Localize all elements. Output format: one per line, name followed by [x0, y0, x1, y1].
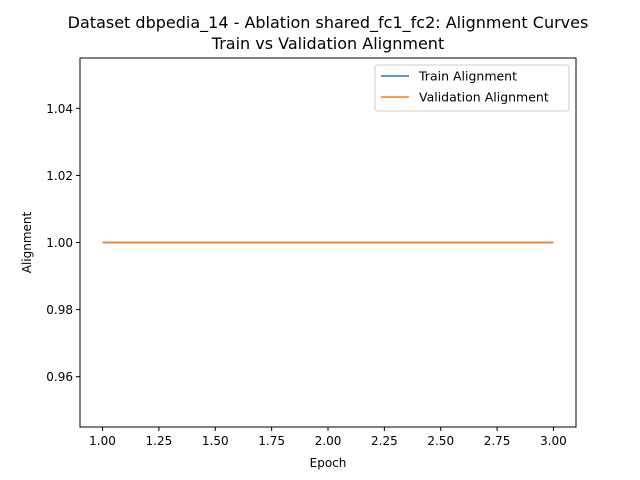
y-tick-label: 0.98	[46, 303, 73, 317]
y-tick-label: 1.00	[46, 236, 73, 250]
y-tick-label: 0.96	[46, 370, 73, 384]
x-tick-label: 3.00	[540, 434, 567, 448]
y-tick-label: 1.02	[46, 169, 73, 183]
x-tick-label: 1.50	[202, 434, 229, 448]
x-tick-label: 1.00	[89, 434, 116, 448]
legend-label-validation: Validation Alignment	[419, 90, 549, 105]
chart-subtitle: Train vs Validation Alignment	[211, 34, 444, 53]
x-tick-label: 1.25	[146, 434, 173, 448]
x-tick-label: 2.25	[371, 434, 398, 448]
x-tick-label: 2.50	[427, 434, 454, 448]
plot-frame	[79, 57, 577, 428]
x-tick-label: 1.75	[258, 434, 285, 448]
chart-title: Dataset dbpedia_14 - Ablation shared_fc1…	[68, 13, 589, 33]
y-axis-label: Alignment	[20, 211, 34, 273]
x-axis-label: Epoch	[310, 456, 347, 470]
ticks-layer: 1.00 1.25 1.50 1.75 2.00 2.25 2.50 2.75 3.00 0.96…	[46, 102, 567, 448]
legend-frame	[374, 64, 570, 112]
x-tick-label: 2.00	[315, 434, 342, 448]
legend-label-train: Train Alignment	[418, 69, 517, 84]
x-tick-label: 2.75	[484, 434, 511, 448]
y-tick-label: 1.04	[46, 102, 73, 116]
legend: Train Alignment Validation Alignment	[374, 64, 570, 112]
